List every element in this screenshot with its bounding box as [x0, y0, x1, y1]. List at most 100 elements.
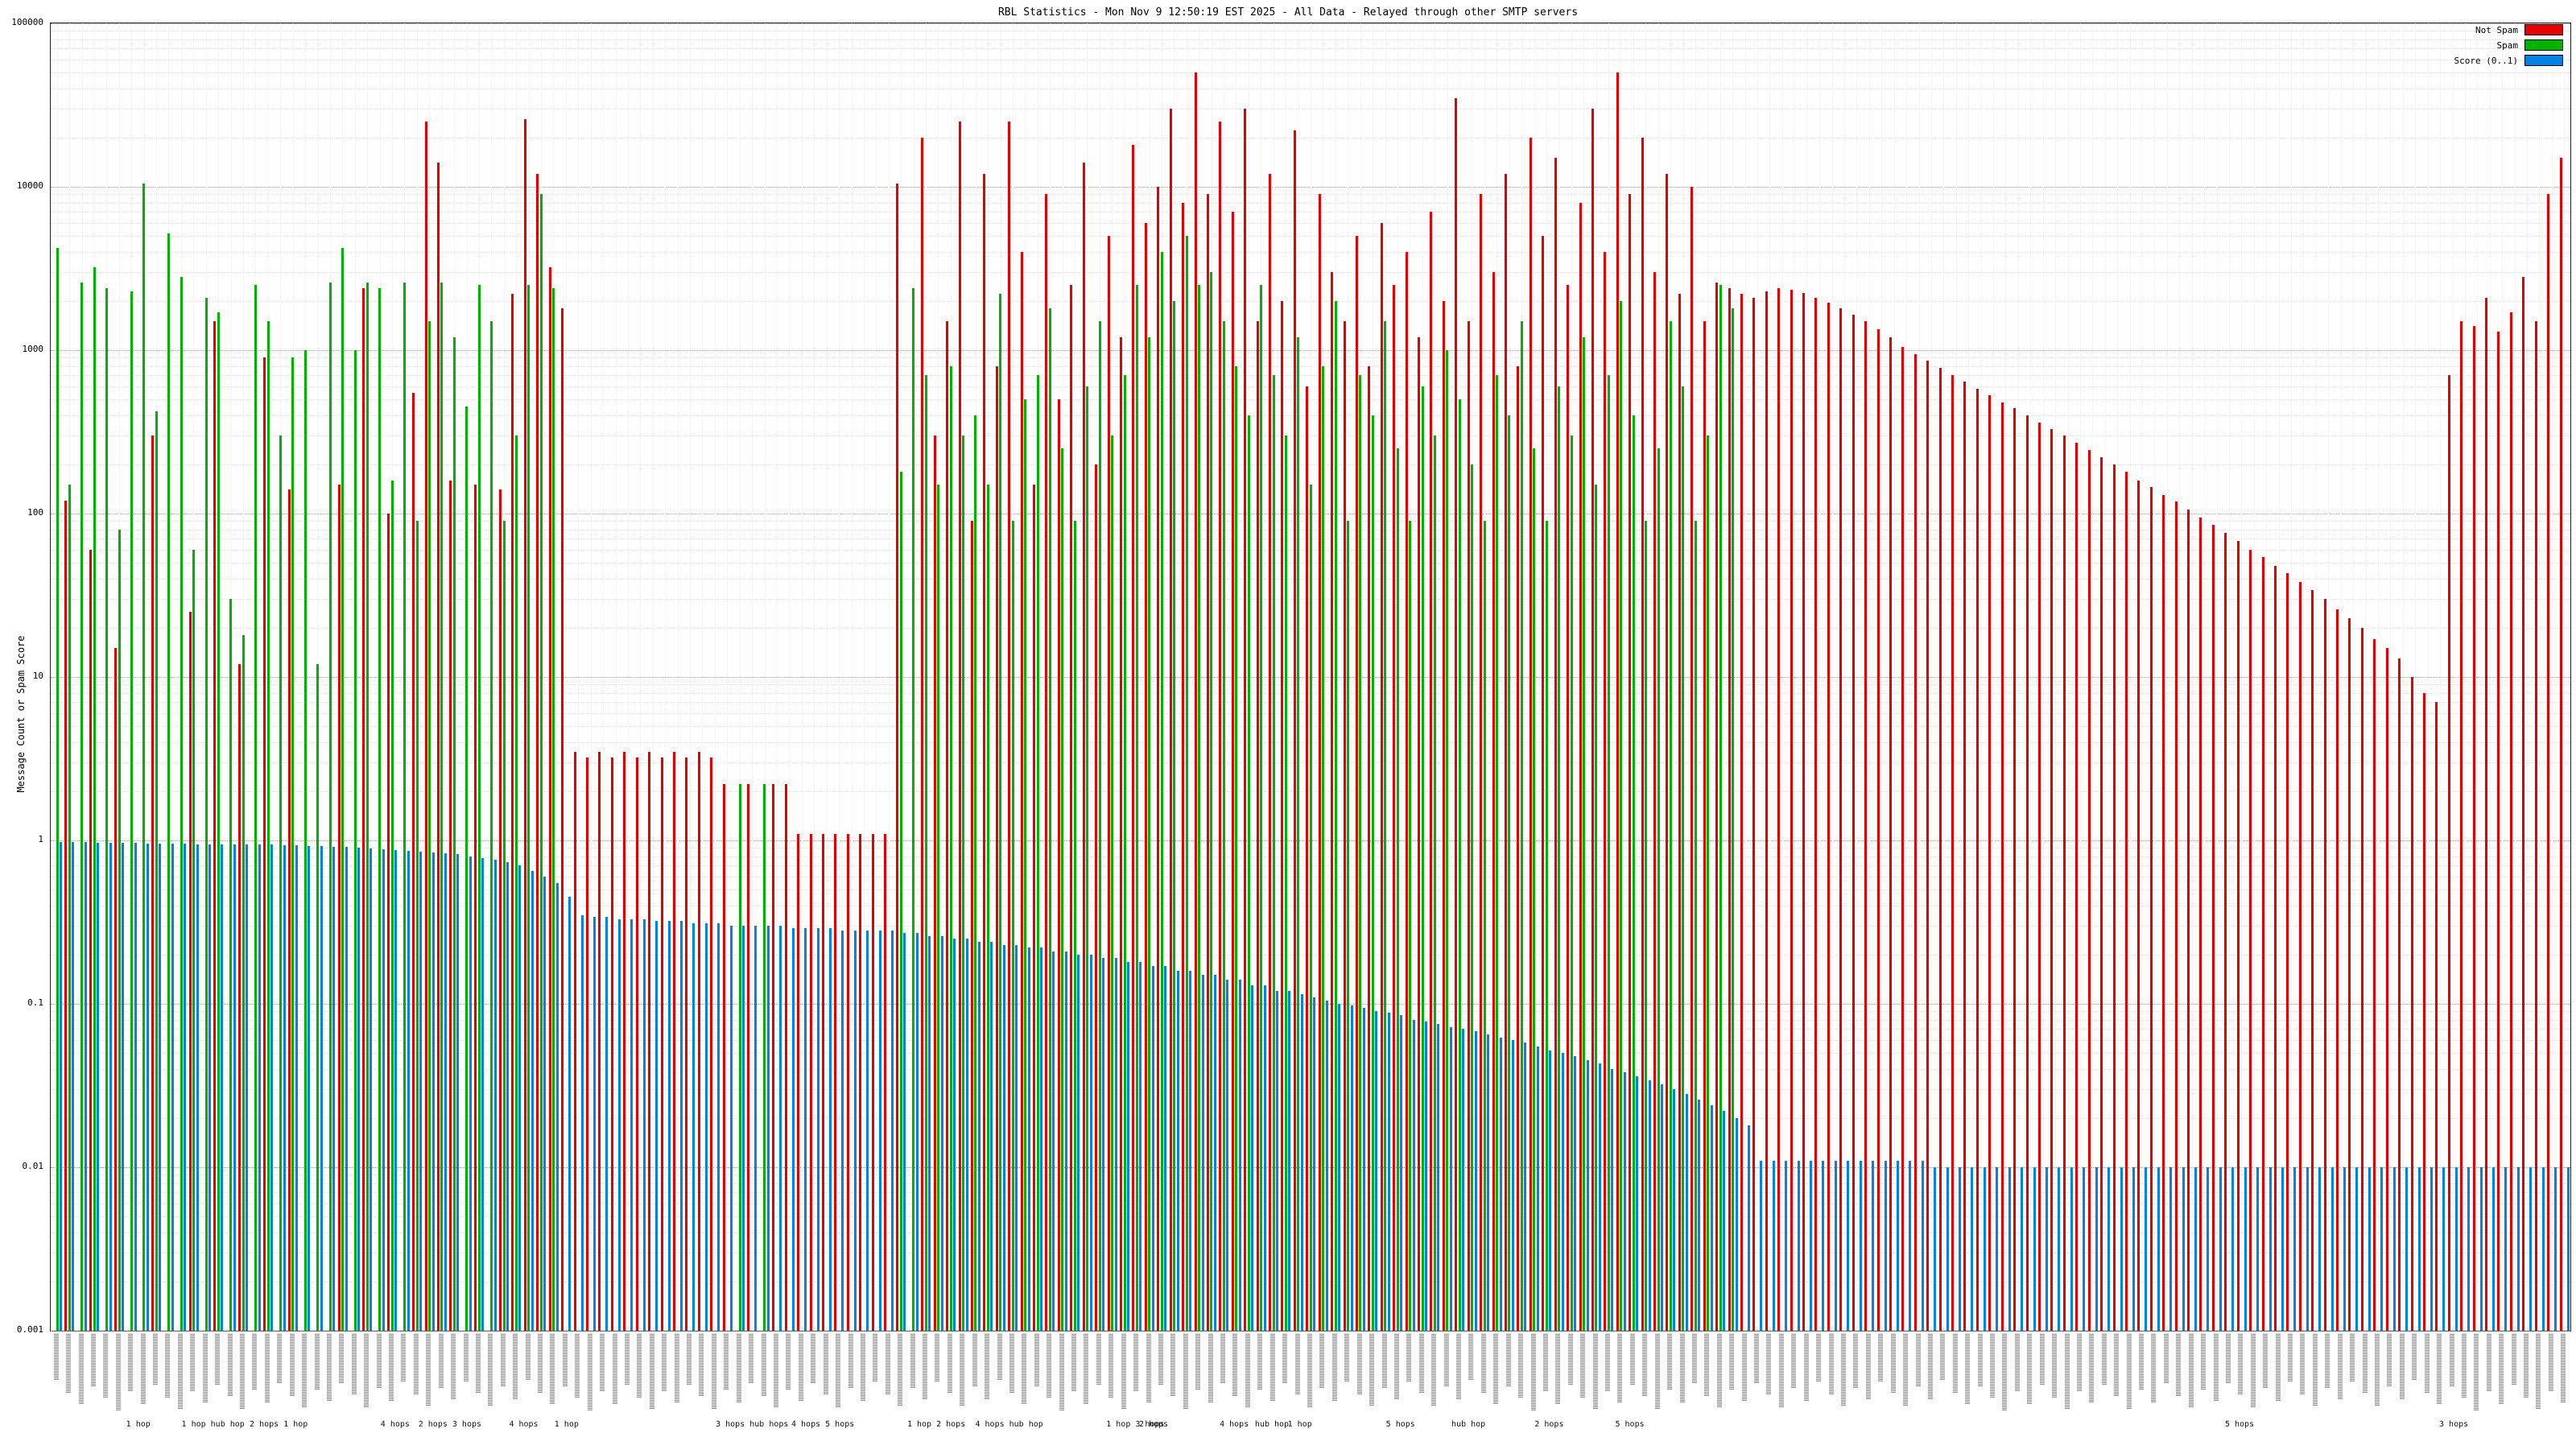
- bar-score: [1213, 975, 1216, 1331]
- bar-score: [208, 844, 212, 1331]
- bar-spam: [1732, 308, 1735, 1331]
- x-tick-label-illegible: [1208, 1334, 1213, 1402]
- x-tick-label-illegible: [190, 1334, 196, 1391]
- bar-score: [345, 847, 348, 1331]
- bar-spam: [1595, 485, 1598, 1331]
- bar-score: [2554, 1167, 2557, 1331]
- x-tick-label-illegible: [711, 1334, 716, 1409]
- legend-row-notspam: Not Spam: [2454, 24, 2563, 35]
- bar-spam: [403, 282, 407, 1331]
- gridline-vertical: [814, 23, 815, 1331]
- bar-score: [1375, 1011, 1378, 1331]
- bar-score: [2021, 1167, 2024, 1331]
- bar-score: [2368, 1167, 2371, 1331]
- bar-score: [1325, 1000, 1328, 1331]
- x-tick-label-illegible: [997, 1334, 1002, 1381]
- gridline-vertical: [2005, 23, 2007, 1331]
- bar-score: [1127, 962, 1129, 1331]
- x-tick-label-illegible: [2201, 1334, 2207, 1389]
- bar-notspam: [1343, 321, 1346, 1331]
- bar-spam: [514, 436, 518, 1331]
- bar-notspam: [2534, 321, 2537, 1331]
- bar-score: [431, 852, 435, 1331]
- bar-spam: [1433, 436, 1436, 1331]
- bar-notspam: [623, 751, 626, 1331]
- x-tick-label-illegible: [2312, 1334, 2318, 1406]
- bar-notspam: [1963, 382, 1967, 1331]
- bar-notspam: [2224, 533, 2227, 1331]
- bar-notspam: [2261, 557, 2264, 1331]
- bar-score: [1921, 1160, 1924, 1331]
- bar-score: [2529, 1167, 2533, 1331]
- x-tick-label-illegible: [1766, 1334, 1772, 1395]
- gridline-vertical: [752, 23, 753, 1331]
- bar-notspam: [1715, 282, 1719, 1331]
- bar-spam: [1111, 436, 1114, 1331]
- bar-notspam: [2075, 443, 2079, 1331]
- gridline-vertical: [2477, 23, 2479, 1331]
- hop-count-label: 1 hop hub hop: [181, 1420, 245, 1429]
- bar-spam: [1198, 285, 1201, 1331]
- gridline-vertical: [2179, 23, 2181, 1331]
- bar-score: [122, 842, 125, 1331]
- x-tick-label-illegible: [1542, 1334, 1548, 1392]
- bar-score: [1810, 1160, 1813, 1331]
- bar-spam: [527, 285, 530, 1331]
- bar-spam: [924, 375, 927, 1331]
- bar-spam: [1632, 415, 1635, 1331]
- bar-score: [742, 926, 745, 1331]
- bar-notspam: [2360, 627, 2363, 1331]
- bar-notspam: [1678, 294, 1681, 1331]
- x-tick-label-illegible: [1381, 1334, 1387, 1388]
- x-tick-label-illegible: [2263, 1334, 2268, 1389]
- gridline-vertical: [2166, 23, 2168, 1331]
- gridline-vertical: [839, 23, 840, 1331]
- bar-score: [2442, 1167, 2446, 1331]
- bar-score: [2207, 1167, 2210, 1331]
- x-tick-label-illegible: [314, 1334, 320, 1389]
- x-tick-label-illegible: [1307, 1334, 1312, 1407]
- bar-score: [444, 853, 447, 1331]
- bar-score: [1400, 1015, 1403, 1331]
- bar-score: [1723, 1111, 1726, 1331]
- x-tick-label-illegible: [1369, 1334, 1375, 1406]
- bar-notspam: [1455, 97, 1458, 1331]
- bar-notspam: [436, 163, 440, 1331]
- bar-score: [481, 857, 485, 1331]
- hop-count-label: 1 hop 2 hops: [906, 1420, 966, 1429]
- bar-score: [1102, 958, 1105, 1331]
- bar-notspam: [921, 137, 924, 1331]
- bar-score: [804, 928, 807, 1331]
- bar-score: [1089, 954, 1092, 1331]
- x-tick-label-illegible: [1269, 1334, 1275, 1402]
- x-tick-label-illegible: [600, 1334, 605, 1392]
- x-tick-label-illegible: [2163, 1334, 2169, 1384]
- bar-spam: [1496, 375, 1499, 1331]
- x-tick-label-illegible: [2536, 1334, 2541, 1410]
- bar-score: [1263, 985, 1266, 1331]
- bar-notspam: [1852, 314, 1855, 1331]
- gridline-vertical: [2340, 23, 2342, 1331]
- bar-score: [1201, 975, 1204, 1331]
- gridline-vertical: [640, 23, 642, 1331]
- x-tick-label-illegible: [773, 1334, 778, 1408]
- x-tick-label-illegible: [289, 1334, 295, 1396]
- bar-score: [2355, 1167, 2359, 1331]
- bar-notspam: [1752, 297, 1756, 1331]
- x-tick-label-illegible: [2387, 1334, 2392, 1387]
- x-tick-label-illegible: [53, 1334, 59, 1381]
- bar-score: [1661, 1084, 1663, 1331]
- bar-notspam: [213, 321, 217, 1331]
- x-tick-label-illegible: [2052, 1334, 2058, 1397]
- bar-score: [1710, 1104, 1713, 1331]
- bar-score: [766, 926, 770, 1331]
- bar-spam: [415, 521, 419, 1331]
- bar-spam: [552, 287, 555, 1331]
- bar-notspam: [499, 489, 502, 1331]
- x-tick-label-illegible: [2375, 1334, 2380, 1406]
- bar-score: [2107, 1167, 2111, 1331]
- bar-score: [233, 844, 236, 1331]
- bar-notspam: [2273, 565, 2277, 1331]
- gridline-vertical: [2489, 23, 2491, 1331]
- bar-score: [2169, 1167, 2173, 1331]
